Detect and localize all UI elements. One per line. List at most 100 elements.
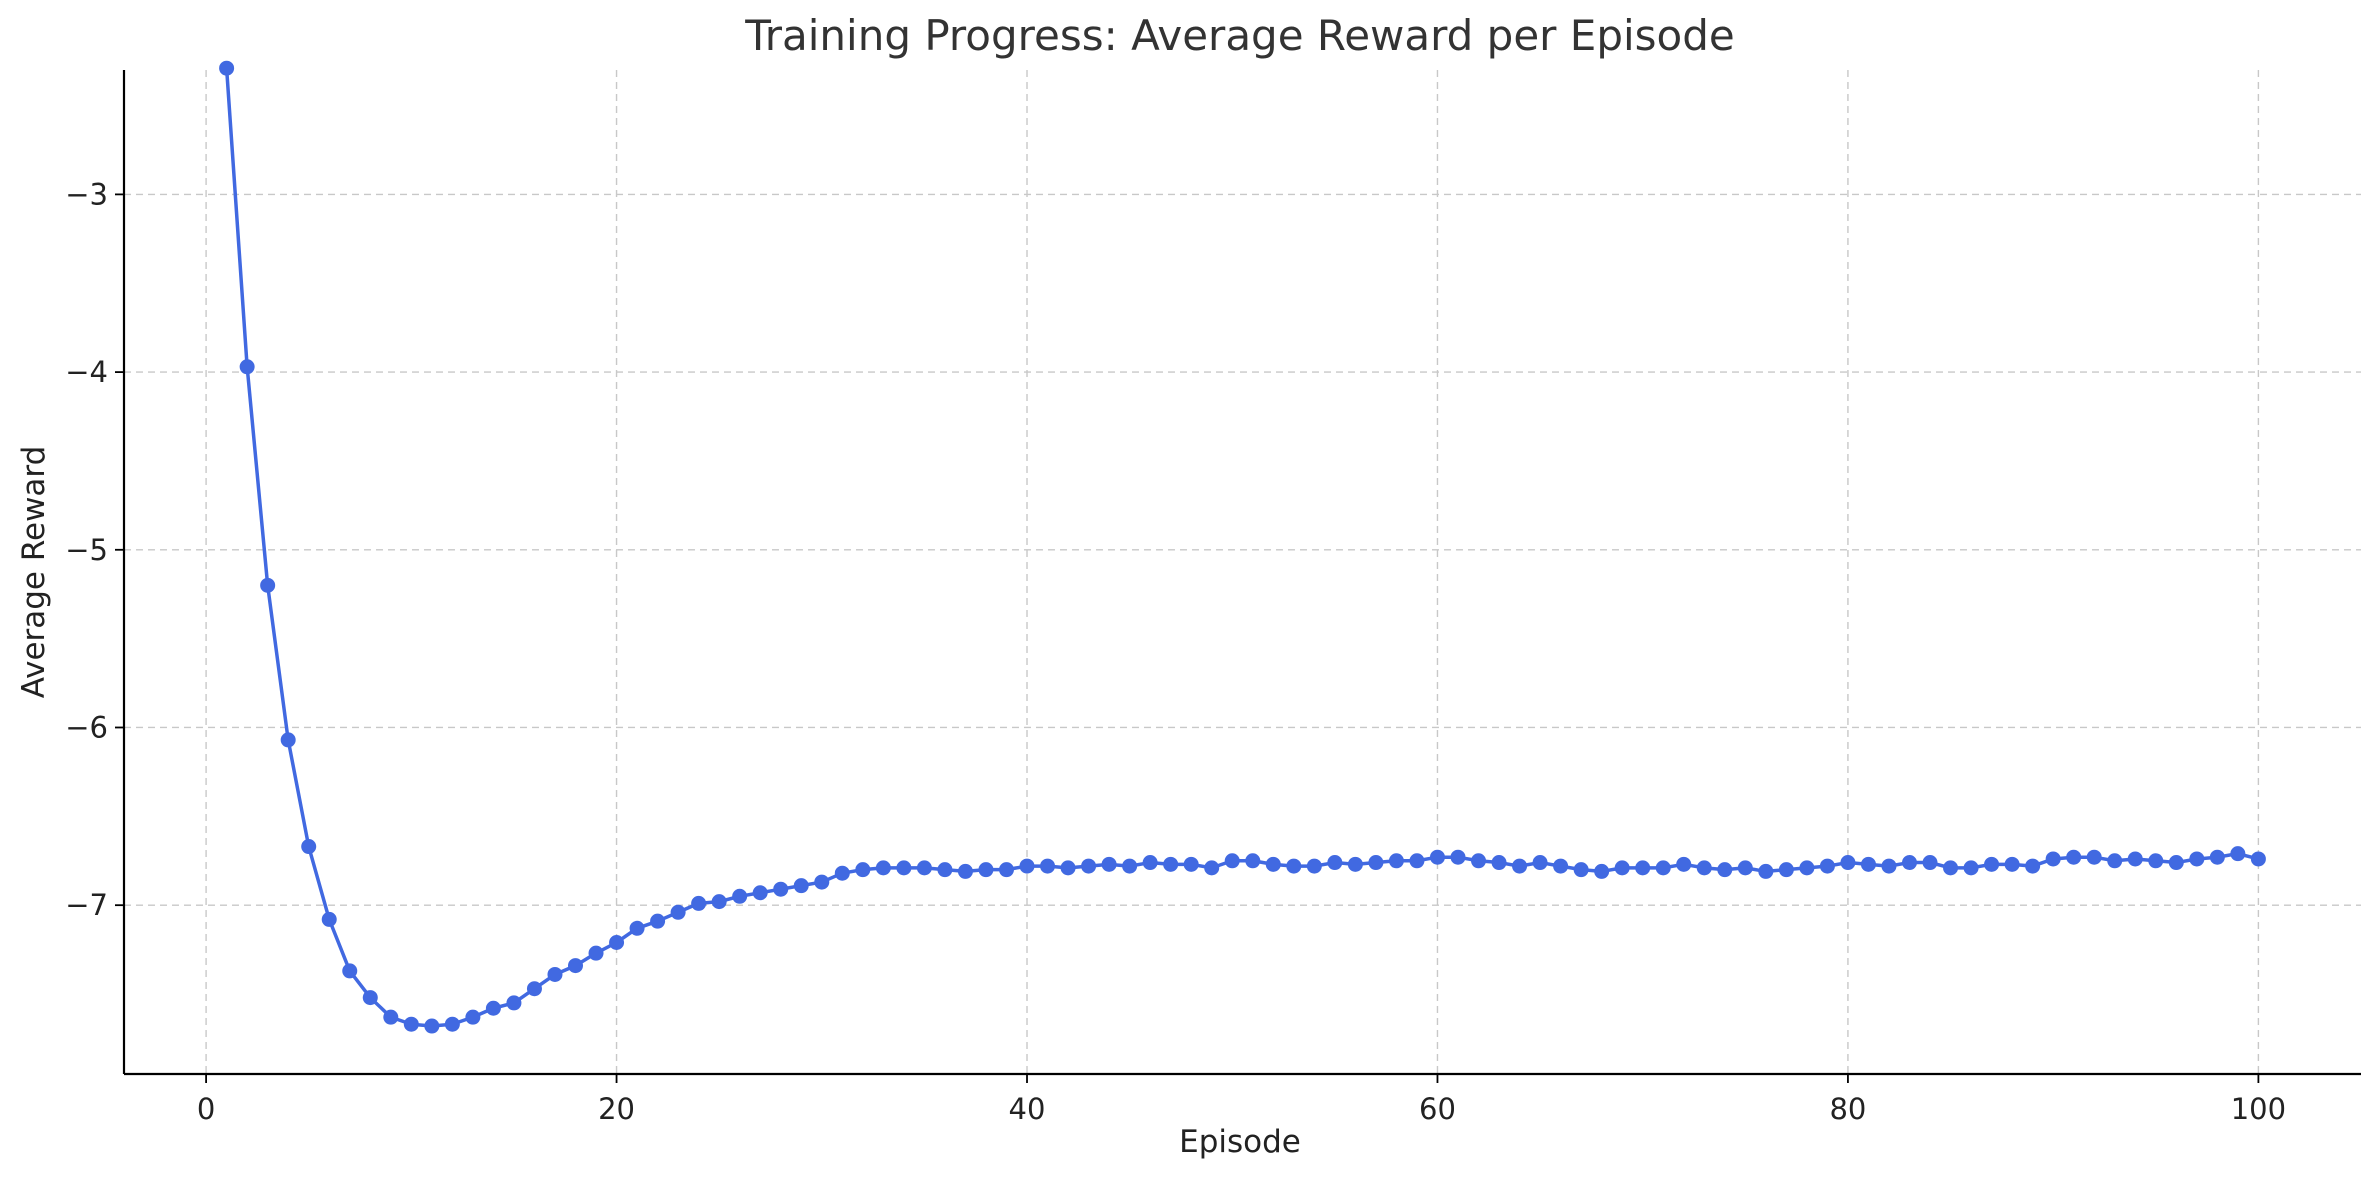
data-point-94 — [2127, 851, 2143, 867]
data-point-9 — [383, 1009, 399, 1025]
data-point-90 — [2045, 851, 2061, 867]
data-point-80 — [1840, 855, 1856, 871]
data-point-50 — [1224, 853, 1240, 869]
data-point-46 — [1142, 855, 1158, 871]
data-point-18 — [568, 958, 583, 974]
data-point-29 — [793, 878, 809, 894]
data-point-22 — [650, 913, 666, 929]
y-axis-label: Average Reward — [16, 446, 52, 699]
data-point-88 — [2004, 856, 2020, 872]
data-point-79 — [1819, 858, 1835, 874]
data-point-7 — [342, 963, 358, 979]
x-tick-label-2: 40 — [1009, 1092, 1046, 1126]
data-point-40 — [1019, 858, 1035, 874]
data-point-39 — [998, 862, 1014, 878]
data-point-41 — [1040, 858, 1056, 874]
data-point-58 — [1388, 853, 1404, 869]
data-point-86 — [1963, 860, 1979, 876]
data-point-73 — [1696, 860, 1712, 876]
y-tick-label-0: −7 — [65, 888, 108, 922]
data-point-69 — [1614, 860, 1630, 876]
data-point-23 — [670, 904, 686, 920]
data-point-97 — [2189, 851, 2205, 867]
data-point-53 — [1286, 858, 1302, 874]
data-point-59 — [1409, 853, 1425, 869]
data-point-13 — [465, 1009, 481, 1025]
data-point-15 — [506, 995, 522, 1011]
data-point-5 — [301, 839, 317, 855]
data-point-38 — [978, 862, 994, 878]
y-tick-label-3: −4 — [65, 355, 108, 389]
data-point-52 — [1265, 856, 1281, 872]
data-point-34 — [896, 860, 912, 876]
series-line-0 — [224, 68, 2259, 1028]
data-point-31 — [834, 865, 850, 881]
data-point-77 — [1778, 862, 1794, 878]
data-point-36 — [937, 862, 953, 878]
data-point-8 — [362, 990, 378, 1006]
x-axis-label: Episode — [1179, 1124, 1301, 1160]
x-tick-label-0: 0 — [197, 1092, 215, 1126]
data-point-4 — [280, 732, 296, 748]
x-tick-label-1: 20 — [598, 1092, 635, 1126]
x-tick-label-4: 80 — [1829, 1092, 1866, 1126]
series-layer — [219, 60, 2266, 1034]
data-point-65 — [1532, 855, 1548, 871]
data-point-100 — [2250, 851, 2266, 867]
data-point-20 — [609, 935, 625, 950]
data-point-87 — [1984, 856, 2000, 872]
data-point-81 — [1860, 856, 1876, 872]
data-point-68 — [1594, 863, 1610, 879]
data-point-78 — [1799, 860, 1815, 876]
data-point-72 — [1676, 856, 1692, 872]
data-point-55 — [1327, 855, 1343, 871]
data-point-54 — [1306, 858, 1322, 874]
data-point-35 — [916, 860, 932, 876]
data-point-24 — [691, 895, 707, 911]
y-tick-label-4: −3 — [65, 177, 108, 211]
data-point-48 — [1183, 856, 1199, 872]
data-point-30 — [814, 874, 830, 890]
data-point-99 — [2230, 846, 2246, 862]
x-tick-label-3: 60 — [1419, 1092, 1456, 1126]
data-point-14 — [485, 1000, 501, 1016]
data-point-44 — [1101, 856, 1117, 872]
data-point-17 — [547, 966, 563, 982]
data-point-47 — [1163, 856, 1179, 872]
data-point-89 — [2025, 858, 2041, 874]
axes-spines — [122, 70, 2361, 1076]
data-point-92 — [2086, 849, 2102, 865]
data-point-76 — [1758, 863, 1774, 879]
data-point-85 — [1943, 860, 1959, 876]
chart-title: Training Progress: Average Reward per Ep… — [744, 11, 1734, 60]
data-point-21 — [629, 920, 645, 936]
data-point-66 — [1553, 858, 1569, 874]
data-point-83 — [1902, 855, 1917, 871]
data-point-3 — [260, 577, 276, 593]
data-point-95 — [2148, 853, 2164, 869]
x-tick-label-5: 100 — [2231, 1092, 2286, 1126]
data-point-82 — [1881, 858, 1897, 874]
data-point-63 — [1491, 855, 1507, 871]
data-point-74 — [1717, 862, 1733, 878]
data-point-16 — [526, 981, 542, 997]
data-point-61 — [1450, 849, 1466, 865]
data-point-1 — [219, 60, 235, 76]
data-point-11 — [424, 1018, 440, 1034]
data-point-98 — [2209, 849, 2225, 865]
data-point-56 — [1347, 856, 1363, 872]
data-point-51 — [1245, 853, 1261, 869]
data-point-32 — [855, 862, 871, 878]
data-point-70 — [1635, 860, 1651, 876]
data-point-64 — [1512, 858, 1528, 874]
data-point-33 — [875, 860, 891, 876]
y-tick-label-2: −5 — [65, 533, 108, 567]
data-point-57 — [1368, 855, 1384, 871]
data-point-12 — [444, 1016, 460, 1032]
data-point-84 — [1922, 855, 1938, 871]
gridlines — [124, 70, 2361, 1074]
data-point-37 — [957, 863, 973, 879]
data-point-91 — [2066, 849, 2082, 865]
data-point-26 — [732, 888, 748, 904]
